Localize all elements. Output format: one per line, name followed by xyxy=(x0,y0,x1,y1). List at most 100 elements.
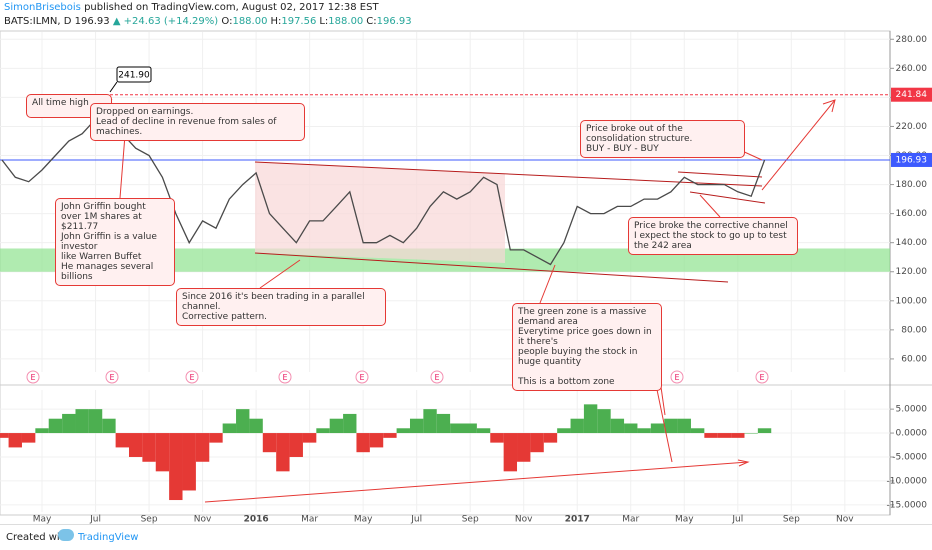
oscillator-bar xyxy=(75,409,89,434)
channel-line xyxy=(677,171,763,178)
oscillator-bar xyxy=(463,423,477,434)
oscillator-bar xyxy=(102,418,116,434)
earnings-marker xyxy=(185,370,199,384)
y-tick-label: -5.0000 xyxy=(892,452,927,462)
oscillator-bar xyxy=(249,418,263,434)
logo xyxy=(58,529,74,541)
ohlc: O:188.00 H:197.56 L:188.00 C:196.93 xyxy=(221,16,414,27)
x-tick-label: May xyxy=(675,515,694,525)
oscillator-bar xyxy=(302,433,317,443)
oscillator-bar xyxy=(182,433,196,491)
oscillator-bar xyxy=(677,418,691,434)
oscillator-bar xyxy=(62,413,76,434)
x-tick-label: Nov xyxy=(194,515,212,525)
ohlc-value: 196.93 xyxy=(376,16,412,27)
connector xyxy=(539,264,556,304)
oscillator-bar xyxy=(329,418,344,434)
earnings-marker xyxy=(755,370,769,384)
published: published on TradingView.com, August 02,… xyxy=(84,2,379,13)
ohlc-key: O: xyxy=(221,16,233,27)
oscillator-bar xyxy=(570,418,584,434)
y-tick-label: 60.00 xyxy=(901,354,927,364)
y-tick-label: -10.0000 xyxy=(887,476,928,486)
x-tick-label: Sep xyxy=(783,515,800,525)
x-tick-label: Nov xyxy=(515,515,533,525)
ohlc-value: 188.00 xyxy=(328,16,364,27)
oscillator-bar xyxy=(436,413,451,434)
oscillator-bar xyxy=(262,433,277,453)
channel-line xyxy=(689,191,766,204)
x-tick-label: May xyxy=(354,515,373,525)
earnings-label: E xyxy=(30,373,35,382)
price-label-box xyxy=(891,152,932,167)
oscillator-bar xyxy=(717,433,732,438)
author[interactable]: SimonBrisebois xyxy=(4,2,81,13)
oscillator-bar xyxy=(195,433,210,462)
oscillator-bar xyxy=(289,433,303,457)
earnings-marker xyxy=(105,370,119,384)
ohlc-value: 188.00 xyxy=(232,16,268,27)
oscillator-bar xyxy=(597,409,611,434)
earnings-label: E xyxy=(189,373,194,382)
x-tick-label: Nov xyxy=(836,515,854,525)
x-tick-label: Mar xyxy=(301,515,318,525)
y-tick-label: -15.0000 xyxy=(887,500,928,510)
header-line: SimonBrisebois published on TradingView.… xyxy=(4,2,379,13)
oscillator-bar xyxy=(557,428,571,434)
brand[interactable]: TradingView xyxy=(78,532,139,543)
annotation: Price broke out of the consolidation str… xyxy=(580,120,745,158)
channel-fill xyxy=(255,162,505,263)
price-label-box xyxy=(891,87,932,102)
oscillator-bar xyxy=(0,433,9,438)
y-tick-label: 180.00 xyxy=(896,180,928,190)
x-tick-label: Sep xyxy=(462,515,479,525)
x-tick-label: Jul xyxy=(89,515,101,525)
symbol: BATS:ILMN, D xyxy=(4,16,72,27)
x-tick-label: Sep xyxy=(141,515,158,525)
oscillator-bar xyxy=(48,418,63,434)
oscillator-bar xyxy=(490,433,504,443)
oscillator-bar xyxy=(664,418,678,434)
ohlc-key: C: xyxy=(366,16,377,27)
oscillator-bar xyxy=(690,428,705,434)
annotation: John Griffin bought over 1M shares at $2… xyxy=(55,198,175,286)
channel-line xyxy=(254,161,763,187)
peak-box xyxy=(116,66,152,83)
change: ▲ +24.63 (+14.29%) xyxy=(112,16,219,27)
earnings-label: E xyxy=(434,373,439,382)
oscillator-bar xyxy=(409,418,424,434)
annotation: Price broke the corrective channel I exp… xyxy=(628,217,798,255)
oscillator-bar xyxy=(88,409,103,434)
y-tick-label: 80.00 xyxy=(901,325,927,335)
arrow xyxy=(761,99,836,191)
oscillator-bar xyxy=(731,433,745,438)
oscillator-bar xyxy=(343,413,357,434)
footer: Created with TradingView xyxy=(0,524,932,550)
oscillator-bar xyxy=(744,433,758,434)
oscillator-bar xyxy=(236,409,250,434)
oscillator-bar xyxy=(450,423,464,434)
oscillator-bar xyxy=(35,428,49,434)
connector xyxy=(119,134,126,199)
oscillator-bar xyxy=(517,433,531,462)
created-with: Created with xyxy=(6,532,70,543)
divergence-line xyxy=(204,461,749,503)
earnings-marker xyxy=(430,370,444,384)
channel-line xyxy=(254,252,729,283)
earnings-label: E xyxy=(359,373,364,382)
oscillator-bar xyxy=(276,433,290,472)
oscillator-bar xyxy=(610,418,625,434)
price-label: 241.84 xyxy=(896,90,928,100)
oscillator-bar xyxy=(8,433,22,448)
earnings-label: E xyxy=(759,373,764,382)
arrow-head xyxy=(822,99,836,113)
earnings-marker xyxy=(278,370,292,384)
oscillator-bar xyxy=(222,423,237,434)
pointer xyxy=(654,379,673,463)
x-tick-label: Jul xyxy=(410,515,422,525)
ohlc-value: 197.56 xyxy=(281,16,317,27)
connector xyxy=(699,194,721,218)
x-tick-label: May xyxy=(33,515,52,525)
x-tick-label: Mar xyxy=(622,515,639,525)
